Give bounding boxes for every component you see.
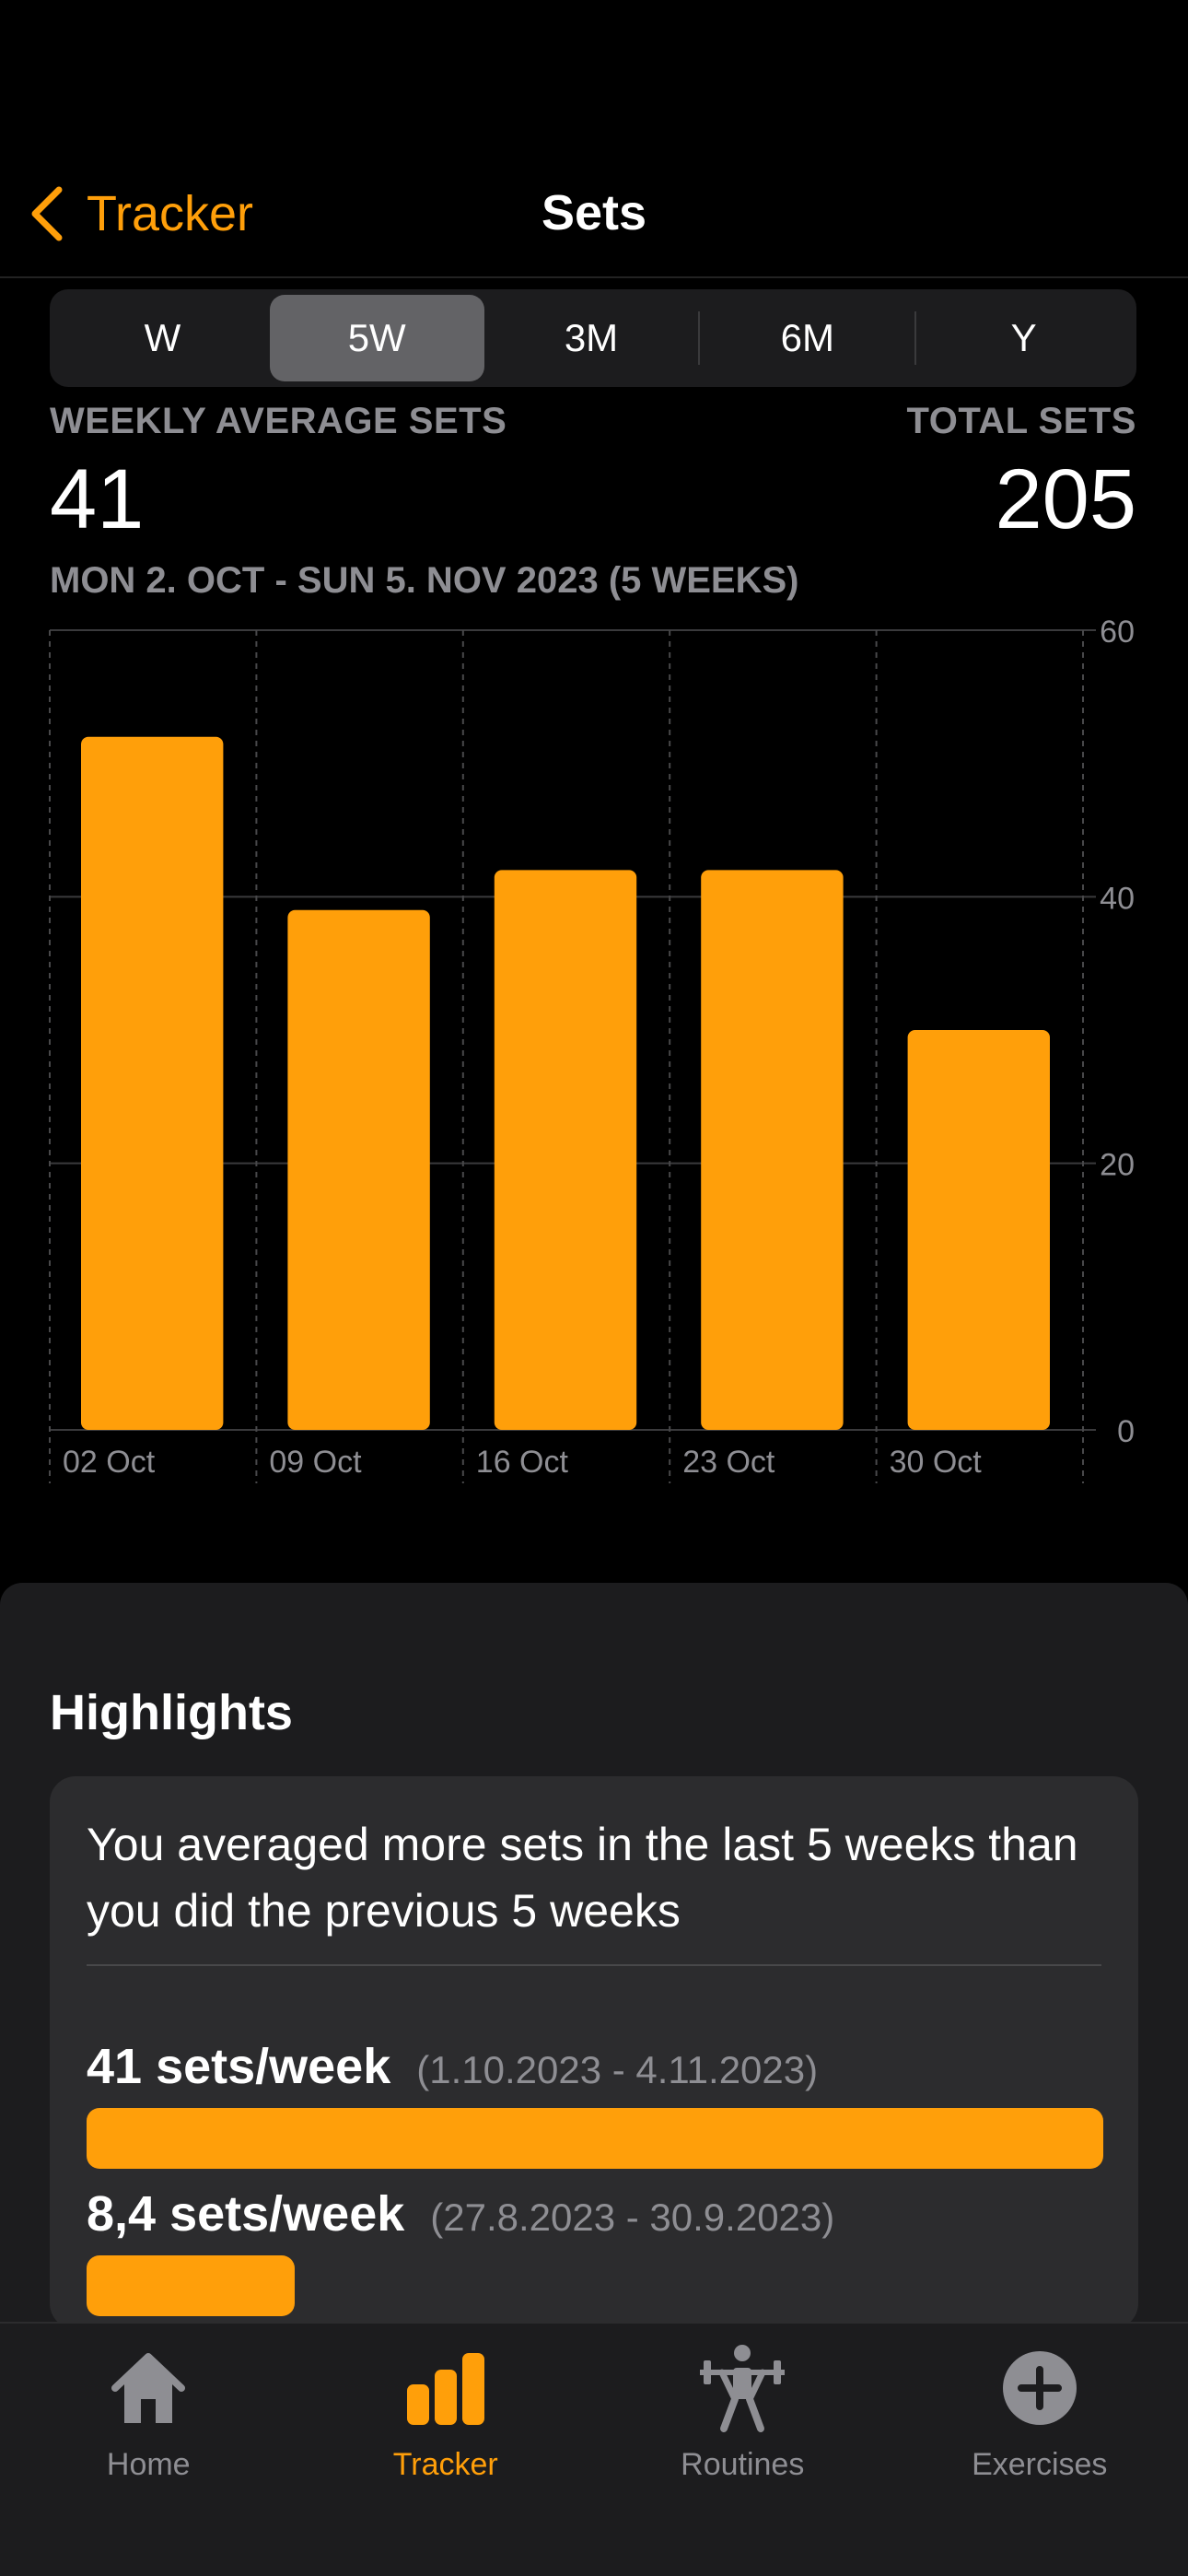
weightlifter-icon bbox=[700, 2345, 786, 2432]
tab-tracker[interactable]: Tracker bbox=[297, 2324, 595, 2576]
plus-circle-icon bbox=[1002, 2351, 1077, 2425]
tab-exercises-label: Exercises bbox=[972, 2447, 1108, 2482]
page-title: Sets bbox=[541, 185, 647, 240]
bar-02-oct bbox=[81, 736, 224, 1430]
bar-23-oct bbox=[701, 870, 844, 1430]
sets-bar-chart: 0 20 40 60 02 Oct 09 Oct 16 Oct 23 Oct 30 Oct bbox=[49, 615, 1135, 1483]
total-sets-label: TOTAL SETS bbox=[906, 401, 1136, 441]
x-tick-label: 16 Oct bbox=[476, 1445, 569, 1480]
highlight-message: You averaged more sets in the last 5 wee… bbox=[87, 1819, 1078, 1937]
previous-rate-row: 8,4 sets/week (27.8.2023 - 30.9.2023) bbox=[87, 2185, 834, 2242]
y-tick-label: 40 bbox=[1100, 881, 1135, 916]
current-rate-dates: (1.10.2023 - 4.11.2023) bbox=[416, 2048, 819, 2091]
segment-6m[interactable]: 6M bbox=[780, 316, 834, 359]
current-rate-row: 41 sets/week (1.10.2023 - 4.11.2023) bbox=[87, 2038, 818, 2095]
back-button[interactable]: Tracker bbox=[26, 184, 253, 243]
x-tick-label: 30 Oct bbox=[890, 1445, 983, 1480]
current-rate-bar-fill bbox=[87, 2108, 1103, 2169]
current-rate-bar bbox=[87, 2108, 1103, 2169]
segment-3m[interactable]: 3M bbox=[564, 316, 619, 359]
previous-rate-bar bbox=[87, 2255, 1103, 2316]
highlight-card[interactable]: You averaged more sets in the last 5 wee… bbox=[50, 1776, 1138, 2329]
time-range-segmented-control: W 5W 3M 6M Y bbox=[50, 289, 1136, 387]
previous-rate-bar-fill bbox=[87, 2255, 296, 2316]
date-range: MON 2. OCT - SUN 5. NOV 2023 (5 WEEKS) bbox=[50, 560, 799, 601]
tab-tracker-label: Tracker bbox=[392, 2447, 498, 2482]
chevron-left-icon bbox=[31, 186, 63, 241]
x-tick-label: 09 Oct bbox=[269, 1445, 362, 1480]
current-rate-value: 41 sets/week bbox=[87, 2039, 391, 2094]
segment-5w[interactable]: 5W bbox=[269, 295, 484, 381]
tab-exercises[interactable]: Exercises bbox=[891, 2324, 1188, 2576]
back-label: Tracker bbox=[87, 186, 254, 241]
y-tick-label: 20 bbox=[1100, 1148, 1135, 1183]
navigation-bar: Tracker Sets bbox=[0, 147, 1188, 276]
tab-bar: Home Tracker Routines bbox=[0, 2322, 1188, 2576]
tab-home-label: Home bbox=[106, 2447, 191, 2482]
highlights-title: Highlights bbox=[50, 1685, 293, 1740]
tab-home[interactable]: Home bbox=[0, 2324, 297, 2576]
tab-routines[interactable]: Routines bbox=[594, 2324, 891, 2576]
bar-09-oct bbox=[287, 909, 430, 1430]
weekly-average-value: 41 bbox=[50, 452, 145, 546]
segment-y[interactable]: Y bbox=[1010, 316, 1037, 359]
bar-30-oct bbox=[907, 1030, 1050, 1430]
segment-separator bbox=[914, 311, 917, 365]
nav-divider bbox=[0, 276, 1188, 278]
y-tick-label: 60 bbox=[1100, 615, 1135, 650]
chart-icon bbox=[406, 2353, 484, 2425]
x-tick-label: 02 Oct bbox=[63, 1445, 156, 1480]
y-tick-label: 0 bbox=[1117, 1414, 1135, 1449]
segment-w[interactable]: W bbox=[144, 316, 181, 359]
previous-rate-dates: (27.8.2023 - 30.9.2023) bbox=[430, 2195, 835, 2239]
card-divider bbox=[87, 1964, 1101, 1966]
total-sets-value: 205 bbox=[995, 452, 1137, 546]
x-tick-label: 23 Oct bbox=[682, 1445, 775, 1480]
weekly-average-label: WEEKLY AVERAGE SETS bbox=[50, 401, 507, 441]
bar-16-oct bbox=[494, 870, 637, 1430]
segment-separator bbox=[698, 311, 701, 365]
previous-rate-value: 8,4 sets/week bbox=[87, 2186, 405, 2242]
tab-routines-label: Routines bbox=[681, 2447, 805, 2482]
home-icon bbox=[111, 2353, 186, 2423]
